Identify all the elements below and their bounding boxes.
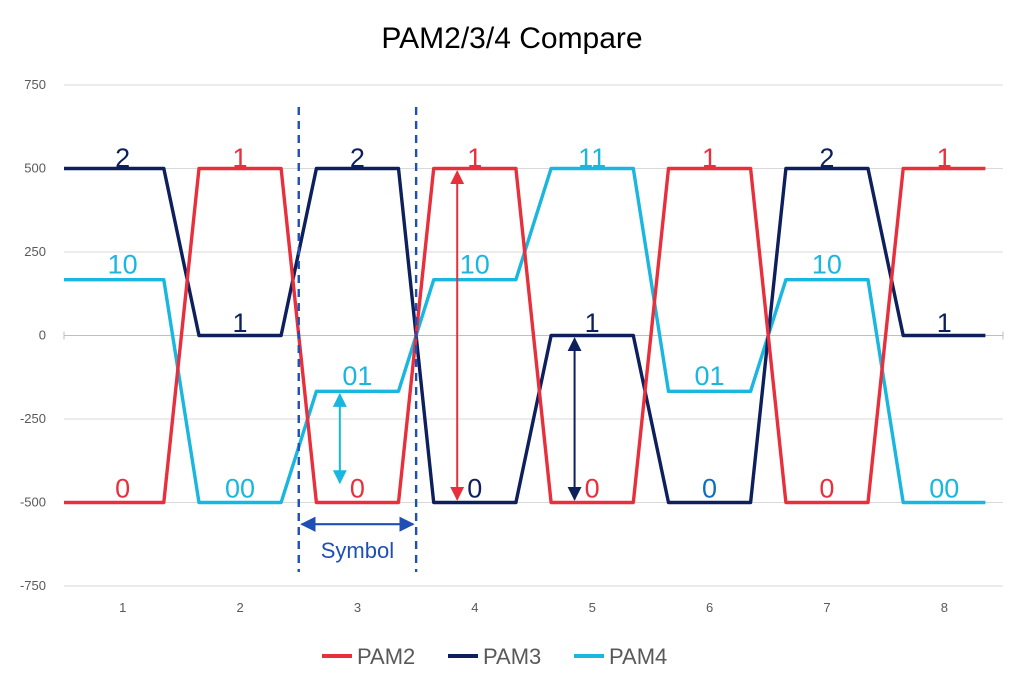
symbol-labels: 2 1 2 1 11 1 2 110 10 101 1 101 010 00 0 0 0 0 0 00	[108, 143, 960, 504]
series-lines	[64, 166, 986, 505]
x-tick-label: 1	[119, 600, 126, 615]
symbol-value-label: 1	[937, 143, 952, 173]
symbol-value-label: 2	[819, 143, 834, 173]
symbol-value-label: 2	[115, 143, 130, 173]
series-line-pam3	[64, 166, 986, 505]
symbol-value-label: 01	[342, 361, 372, 391]
symbol-value-label: 1	[233, 143, 248, 173]
x-tick-label: 5	[589, 600, 596, 615]
y-tick-label: -250	[20, 411, 46, 426]
x-tick-label: 7	[823, 600, 830, 615]
symbol-value-label: 0	[467, 473, 482, 503]
symbol-value-label: 1	[233, 308, 248, 338]
legend-label-pam3: PAM3	[483, 644, 541, 669]
legend-label-pam4: PAM4	[609, 644, 667, 669]
symbol-label: Symbol	[321, 538, 394, 563]
x-tick-label: 3	[354, 600, 361, 615]
symbol-value-label: 2	[350, 143, 365, 173]
legend-label-pam2: PAM2	[357, 644, 415, 669]
symbol-value-label: 1	[937, 308, 952, 338]
y-tick-label: -500	[20, 495, 46, 510]
symbol-value-label: 10	[460, 250, 490, 280]
symbol-value-label: 0	[115, 473, 130, 503]
symbol-value-label: 00	[929, 473, 959, 503]
x-tick-label: 4	[471, 600, 478, 615]
symbol-value-label: 0	[819, 473, 834, 503]
symbol-value-label: 00	[225, 473, 255, 503]
symbol-value-label: 11	[578, 143, 606, 173]
symbol-value-label: 0	[702, 473, 717, 503]
symbol-value-label: 0	[350, 473, 365, 503]
x-tick-label: 2	[236, 600, 243, 615]
symbol-value-label: 1	[702, 143, 717, 173]
symbol-value-label: 1	[585, 308, 600, 338]
symbol-value-label: 10	[108, 250, 138, 280]
x-tick-label: 8	[941, 600, 948, 615]
annotations: Symbol	[297, 107, 582, 572]
symbol-value-label: 0	[585, 473, 600, 503]
y-tick-label: 750	[24, 77, 46, 92]
chart-title: PAM2/3/4 Compare	[381, 22, 643, 55]
x-tick-label: 6	[706, 600, 713, 615]
series-line-pam2	[64, 166, 986, 505]
y-tick-label: 500	[24, 161, 46, 176]
symbol-value-label: 1	[467, 143, 482, 173]
legend: PAM2 PAM3 PAM4	[322, 644, 667, 669]
y-tick-label: 250	[24, 244, 46, 259]
y-tick-label: -750	[20, 578, 46, 593]
series-line-pam4	[64, 166, 986, 505]
y-tick-label: 0	[39, 328, 46, 343]
axes: 750 500 250 0 -250 -500 -750 1 2 3 4 5 6 7 8	[20, 77, 1004, 615]
symbol-value-label: 01	[695, 361, 725, 391]
symbol-value-label: 10	[812, 250, 842, 280]
